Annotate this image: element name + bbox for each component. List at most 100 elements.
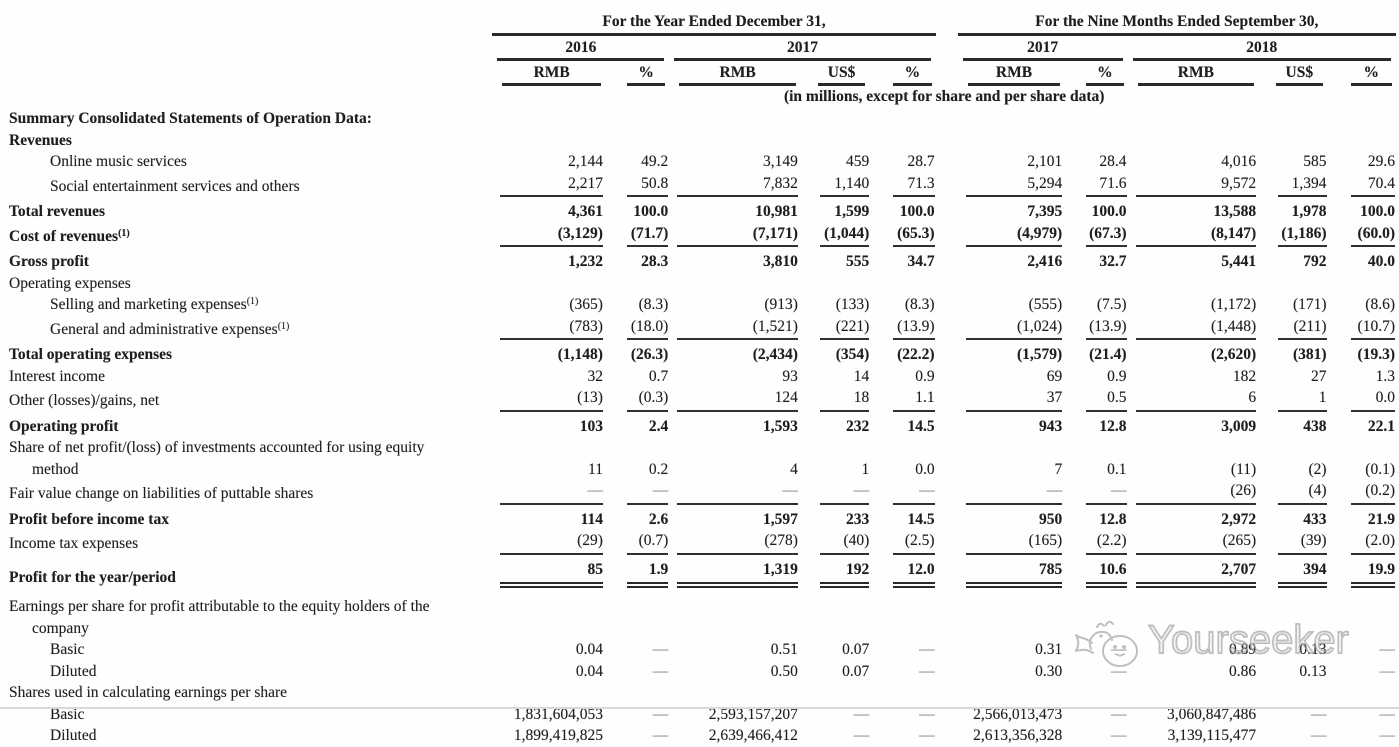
cell: (2.5)	[871, 530, 935, 555]
cell: (2)	[1258, 459, 1328, 481]
cell: 232	[800, 412, 871, 438]
cell-value: 6	[1135, 387, 1257, 412]
cell: 2,613,356,328	[958, 725, 1065, 747]
empty-cells	[492, 108, 1396, 130]
table-row: Selling and marketing expenses(1) (365) (8…	[4, 294, 1396, 316]
row-label: Fair value change on liabilities of putt…	[9, 485, 314, 502]
cell-value: (67.3)	[1086, 223, 1127, 247]
group-gap	[936, 387, 958, 412]
cell-value: 1,319	[677, 559, 798, 588]
cell-value: 433	[1303, 510, 1327, 528]
cell: 29.6	[1329, 151, 1396, 173]
cell-value: 943	[1038, 417, 1063, 435]
row-label: method	[32, 460, 79, 478]
cell-value: 0.04	[575, 662, 603, 680]
row-label: Summary Consolidated Statements of Opera…	[9, 110, 372, 127]
table-row: Fair value change on liabilities of putt…	[4, 480, 1396, 505]
cell-value: 32	[587, 367, 603, 385]
cell-value: 3,149	[763, 153, 798, 170]
cell-value: (1,579)	[1017, 346, 1063, 363]
cell-value: 19.9	[1350, 559, 1395, 588]
period-header-nine-months: For the Nine Months Ended September 30,	[957, 12, 1396, 36]
cell-value: 7,832	[677, 173, 798, 197]
cell-value: 0.2	[648, 460, 669, 478]
cell: (0.1)	[1329, 459, 1396, 481]
row-label: General and administrative expenses(1)	[50, 320, 290, 338]
group-gap	[936, 725, 958, 747]
cell-value: 1	[1278, 387, 1327, 412]
table-row-continuation: company	[4, 618, 1396, 640]
cell-value: (4)	[1278, 480, 1327, 505]
cell: (1,148)	[492, 340, 605, 366]
cell: 19.9	[1329, 555, 1396, 588]
cell-value: (3,129)	[500, 223, 603, 247]
cell: (2,620)	[1128, 340, 1259, 366]
cell: 0.2	[605, 459, 669, 481]
cell-value: 85	[500, 559, 603, 588]
cell: —	[669, 480, 800, 505]
table-row: Revenues	[4, 130, 1396, 152]
cell: 12.8	[1064, 505, 1127, 531]
cell: 3,810	[669, 247, 800, 273]
cell: 32.7	[1064, 247, 1127, 273]
cell: (171)	[1258, 294, 1328, 316]
cell: —	[800, 725, 871, 747]
cell: 792	[1258, 247, 1328, 273]
cell-value: —	[1111, 662, 1127, 680]
table-row: Basic 0.04 — 0.51 0.07 — 0.31 — 0.89 0.13 —	[4, 639, 1396, 661]
cell-value: 182	[1232, 367, 1257, 385]
table-row: Profit for the year/period 85 1.9 1,319 192 1…	[4, 555, 1396, 588]
cell-value: (8,147)	[1135, 223, 1257, 247]
cell-value: 29.6	[1367, 153, 1395, 170]
cell: (19.3)	[1329, 340, 1396, 366]
cell: (165)	[958, 530, 1065, 555]
cell-value: (783)	[500, 316, 603, 340]
cell-value: 14.5	[907, 510, 935, 528]
col-header-usd-2018-9m: US$	[1258, 61, 1328, 86]
cell-value: —	[853, 727, 870, 744]
cell: (1,044)	[800, 223, 871, 247]
cell-value: —	[500, 480, 603, 505]
table-row: Profit before income tax 114 2.6 1,597 233 14…	[4, 505, 1396, 531]
group-gap	[936, 247, 958, 273]
col-header-rmb-2017-9m: RMB	[958, 61, 1065, 86]
cell-value: 0.7	[648, 367, 669, 385]
cell-value: 2,217	[500, 173, 603, 197]
cell: 4	[669, 459, 800, 481]
cell-value: —	[652, 641, 669, 658]
cell: 34.7	[871, 247, 935, 273]
cell-value: (1,448)	[1135, 316, 1257, 340]
col-header-pct-2016: %	[605, 61, 669, 86]
cell-value: 100.0	[633, 203, 669, 220]
empty-cells	[492, 437, 1396, 459]
row-label: Other (losses)/gains, net	[9, 392, 160, 409]
cell-value: —	[965, 480, 1063, 505]
cell: —	[1329, 661, 1396, 683]
cell-value: —	[652, 727, 669, 744]
group-gap	[936, 12, 958, 36]
cell: —	[605, 725, 669, 747]
cell-value: 394	[1278, 559, 1327, 588]
cell-value: (22.2)	[897, 346, 935, 363]
cell: 2,217	[492, 173, 605, 197]
cell: 0.9	[1064, 366, 1127, 388]
cell-value: 32.7	[1099, 253, 1127, 270]
cell: 394	[1258, 555, 1328, 588]
cell: (1,186)	[1258, 223, 1328, 247]
cell-value: 50.8	[626, 173, 669, 197]
cell: (783)	[492, 316, 605, 340]
cell-value: (1,148)	[557, 346, 603, 363]
cell: —	[1064, 725, 1127, 747]
cell: —	[800, 480, 871, 505]
cell-value: —	[1111, 641, 1127, 658]
cell-value: (211)	[1278, 316, 1327, 340]
cell: 10,981	[669, 197, 800, 223]
cell-value: 9,572	[1135, 173, 1257, 197]
cell: (60.0)	[1329, 223, 1396, 247]
cell: 1	[1258, 387, 1328, 412]
cell-value: 950	[1038, 510, 1063, 528]
cell-value: —	[1311, 727, 1327, 744]
cell: (133)	[800, 294, 871, 316]
cell-value: 1	[861, 460, 870, 478]
cell: 100.0	[871, 197, 935, 223]
